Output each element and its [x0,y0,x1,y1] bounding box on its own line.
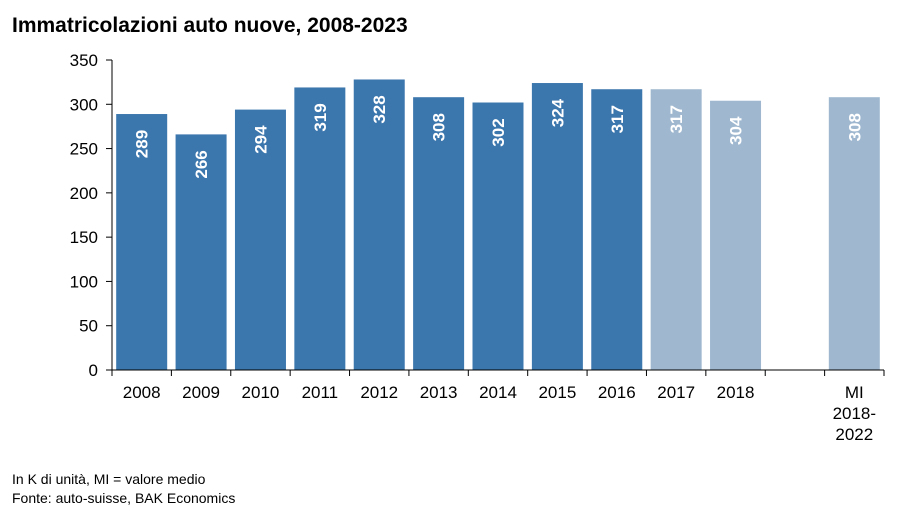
bar [413,97,465,370]
chart-notes: In K di unità, MI = valore medio Fonte: … [12,470,235,508]
x-tick-label: 2022 [835,425,873,444]
bar [175,134,227,370]
x-tick-label: 2012 [360,383,398,402]
x-tick-label: 2011 [302,383,339,402]
x-axis: 2008 2009 2010 2011 2012 2013 2014 2015 2016 2017… [111,369,885,444]
bars-group: 289 266 294 319 328 308 302 324 317 317 304 308 [116,79,880,371]
source-note: Fonte: auto-suisse, BAK Economics [12,490,236,506]
chart-title: Immatricolazioni auto nuove, 2008-2023 [12,14,408,37]
bar-value-label: 266 [192,150,211,178]
bar [828,97,880,370]
bar-chart: 0 50 100 150 200 250 300 350 289 266 294 319 328 308… [70,51,885,444]
x-tick-label: 2009 [182,383,220,402]
bar [234,109,286,370]
x-tick-label: 2018 [717,383,755,402]
bar-value-label: 328 [370,95,389,123]
bar [294,87,346,370]
y-tick-label: 200 [70,184,98,203]
bar-value-label: 304 [727,116,746,145]
x-tick-label: 2018- [833,404,876,423]
bar [650,89,702,370]
x-tick-label: 2013 [420,383,458,402]
bar-value-label: 317 [608,105,627,133]
y-tick-label: 150 [70,228,98,247]
y-tick-label: 100 [70,272,98,291]
x-tick-label: 2016 [598,383,636,402]
y-tick-label: 250 [70,140,98,159]
x-tick-label: 2017 [657,383,695,402]
y-tick-label: 300 [70,95,98,114]
bar-value-label: 317 [667,105,686,133]
bar-value-label: 308 [430,113,449,141]
y-axis: 0 50 100 150 200 250 300 350 [70,51,113,380]
bar-value-label: 294 [251,125,270,154]
bar-value-label: 319 [311,103,330,131]
x-tick-label: 2014 [479,383,517,402]
bar-value-label: 324 [548,98,567,127]
bar [531,83,583,371]
bar-value-label: 289 [133,130,152,158]
bar [116,114,168,371]
unit-note: In K di unità, MI = valore medio [12,471,206,487]
y-tick-label: 50 [79,317,98,336]
x-tick-label: 2008 [123,383,161,402]
bar [472,102,524,370]
x-tick-label: 2015 [538,383,576,402]
bar [591,89,643,370]
y-tick-label: 350 [70,51,98,70]
x-tick-label: MI [845,383,864,402]
bar [710,100,762,370]
y-tick-label: 0 [89,361,98,380]
bar-value-label: 308 [845,113,864,141]
bar [353,79,405,370]
x-tick-label: 2010 [242,383,280,402]
bar-value-label: 302 [489,118,508,146]
